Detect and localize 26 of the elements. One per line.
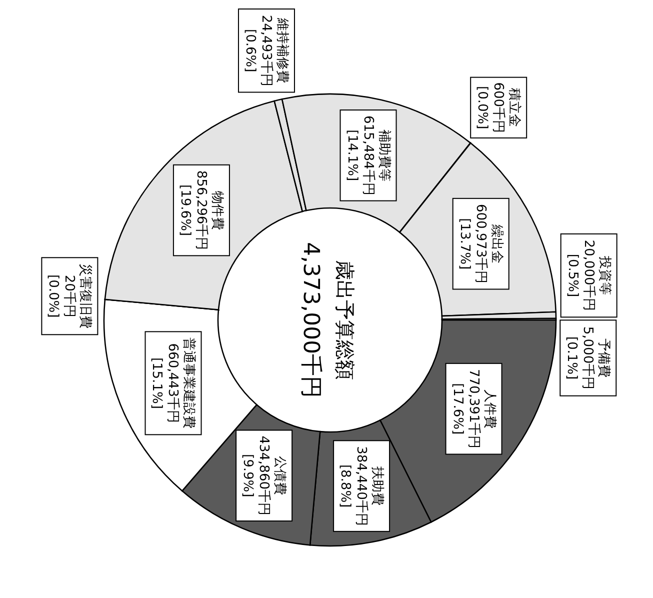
slice-label: 繰出金 bbox=[488, 223, 504, 264]
data-label: 384,440千円 [8.8%] bbox=[338, 446, 369, 526]
text: 4,373,000千円 bbox=[298, 242, 323, 398]
data-label: 615,484千円 [14.1%] bbox=[344, 116, 376, 196]
data-label: 770,391千円 [17.6%] bbox=[450, 368, 481, 449]
slice-label: 積立金 bbox=[506, 88, 523, 128]
data-label: 5,000千円 [0.1%] bbox=[564, 326, 596, 390]
slice-label: 公債費 bbox=[272, 456, 288, 496]
slice-label: 投資等 bbox=[596, 255, 612, 296]
slice-label: 予備費 bbox=[596, 338, 612, 378]
data-label: 20千円 [0.0%] bbox=[46, 274, 77, 318]
slice-label: 人件費 bbox=[482, 389, 497, 428]
data-label: 600千円 [0.0%] bbox=[474, 82, 506, 134]
slice-label: 普通事業建設費 bbox=[181, 338, 198, 429]
slice-label: 災害復旧費 bbox=[78, 264, 94, 329]
slice-label: 扶助費 bbox=[370, 466, 385, 506]
data-label: 600,973千円 [13.7%] bbox=[456, 204, 488, 284]
text: 歳出予算総額 bbox=[333, 260, 357, 380]
data-label: 856,296千円 [19.6%] bbox=[177, 170, 208, 250]
data-label: 20,000千円 [0.5%] bbox=[564, 240, 596, 312]
data-label: 434,860千円 [9.9%] bbox=[240, 436, 272, 516]
slice-label: 維持補修費 bbox=[274, 17, 290, 84]
data-label: 660,443千円 [15.1%] bbox=[149, 343, 180, 424]
slice-label: 物件費 bbox=[209, 190, 224, 230]
slice-label: 補助費等 bbox=[376, 129, 392, 182]
data-label: 24,493千円 [0.6%] bbox=[242, 14, 274, 86]
